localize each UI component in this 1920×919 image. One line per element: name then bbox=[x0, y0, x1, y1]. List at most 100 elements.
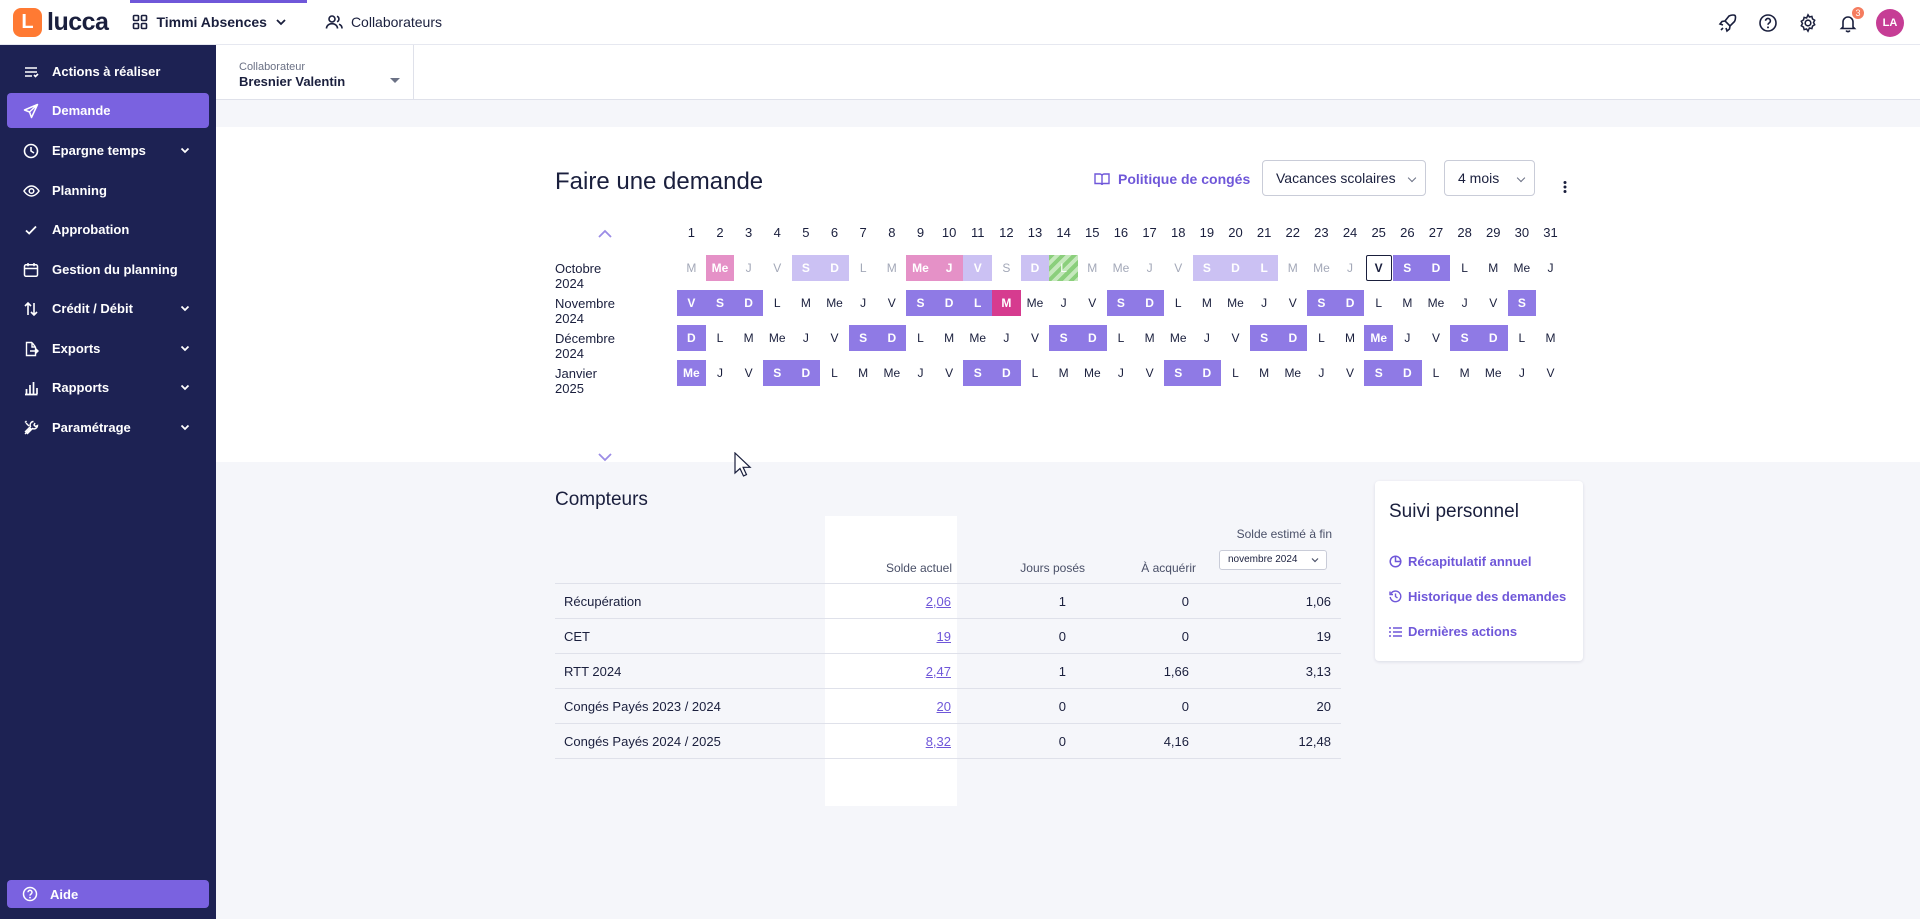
solde-actuel-link[interactable]: 2,06 bbox=[925, 594, 951, 609]
calendar-day-cell[interactable]: L bbox=[1049, 255, 1078, 281]
calendar-day-cell[interactable]: J bbox=[745, 261, 752, 275]
calendar-day-cell[interactable]: L bbox=[831, 366, 838, 380]
calendar-day-cell[interactable]: D bbox=[992, 360, 1021, 386]
collaborator-select[interactable]: Collaborateur Bresnier Valentin bbox=[216, 45, 414, 100]
calendar-day-cell[interactable]: M bbox=[858, 366, 869, 380]
calendar-day-cell[interactable]: V bbox=[963, 255, 993, 281]
calendar-day-cell[interactable]: S bbox=[791, 255, 821, 281]
calendar-day-cell[interactable]: S bbox=[762, 360, 792, 386]
historique-link[interactable]: Historique des demandes bbox=[1389, 589, 1566, 604]
calendar-day-cell[interactable]: L bbox=[1318, 331, 1325, 345]
calendar-day-cell[interactable]: L bbox=[1461, 261, 1468, 275]
calendar-day-cell[interactable]: S bbox=[1364, 360, 1394, 386]
calendar-day-cell[interactable]: L bbox=[1249, 255, 1279, 281]
calendar-day-cell[interactable]: J bbox=[1003, 331, 1010, 345]
solde-actuel-link[interactable]: 19 bbox=[936, 629, 951, 644]
calendar-day-cell[interactable]: Me bbox=[1026, 296, 1044, 310]
calendar-day-cell[interactable]: L bbox=[716, 331, 724, 345]
calendar-day-cell[interactable]: L bbox=[1375, 296, 1383, 310]
calendar-day-cell[interactable]: D bbox=[1393, 360, 1422, 386]
calendar-day-cell[interactable]: D bbox=[1478, 325, 1508, 351]
calendar-day-cell[interactable]: Me bbox=[883, 366, 901, 380]
calendar-day-cell[interactable]: Me bbox=[826, 296, 843, 310]
calendar-day-cell[interactable]: L bbox=[1518, 331, 1526, 345]
calendar-day-cell[interactable]: J bbox=[1203, 331, 1210, 345]
calendar-day-cell[interactable]: V bbox=[1346, 366, 1355, 380]
avatar[interactable]: LA bbox=[1876, 9, 1904, 37]
calendar-day-cell[interactable]: Me bbox=[1112, 261, 1130, 275]
calendar-day-cell[interactable]: M bbox=[1459, 366, 1470, 380]
collaborateurs-link[interactable]: Collaborateurs bbox=[325, 14, 442, 30]
calendar-day-cell[interactable]: M bbox=[1287, 261, 1298, 275]
calendar-day-cell[interactable]: S bbox=[1392, 255, 1422, 281]
calendar-day-cell[interactable]: D bbox=[1192, 360, 1222, 386]
calendar-day-cell[interactable]: M bbox=[944, 331, 955, 345]
calendar-day-cell[interactable]: J bbox=[1060, 296, 1067, 310]
dernieres-actions-link[interactable]: Dernières actions bbox=[1389, 624, 1517, 639]
calendar-day-cell[interactable]: V bbox=[945, 366, 954, 380]
calendar-day-cell[interactable]: Me bbox=[1364, 325, 1394, 351]
calendar-day-cell[interactable]: Me bbox=[1313, 261, 1330, 275]
help-icon[interactable] bbox=[1756, 11, 1780, 35]
calendar-day-cell[interactable]: M bbox=[992, 290, 1021, 316]
calendar-day-cell[interactable]: J bbox=[917, 366, 924, 380]
calendar-day-cell[interactable]: J bbox=[1318, 366, 1325, 380]
calendar-day-cell[interactable]: M bbox=[886, 261, 897, 275]
calendar-day-cell[interactable]: S bbox=[906, 290, 935, 316]
calendar-day-cell[interactable]: D bbox=[1077, 325, 1107, 351]
calendar-day-cell[interactable]: S bbox=[1163, 360, 1193, 386]
calendar-day-cell[interactable]: S bbox=[848, 325, 878, 351]
calendar-day-cell[interactable]: D bbox=[791, 360, 821, 386]
calendar-day-cell[interactable]: J bbox=[802, 331, 809, 345]
calendar-day-cell[interactable]: J bbox=[934, 255, 964, 281]
calendar-day-cell[interactable]: L bbox=[1232, 366, 1239, 380]
calendar-day-cell[interactable]: Me bbox=[677, 360, 706, 386]
calendar-day-cell[interactable]: M bbox=[1545, 331, 1556, 345]
calendar-day-cell[interactable]: V bbox=[1088, 296, 1097, 310]
calendar-day-cell[interactable]: D bbox=[877, 325, 907, 351]
calendar-day-cell[interactable]: S bbox=[1249, 325, 1279, 351]
calendar-day-cell[interactable]: Me bbox=[1227, 296, 1244, 310]
calendar-day-cell[interactable]: V bbox=[1031, 331, 1040, 345]
calendar-day-cell[interactable]: V bbox=[1546, 366, 1555, 380]
calendar-day-cell[interactable]: D bbox=[1221, 255, 1250, 281]
calendar-day-cell[interactable]: M bbox=[743, 331, 754, 345]
calendar-day-cell[interactable]: D bbox=[934, 290, 964, 316]
calendar-day-cell[interactable]: M bbox=[800, 296, 811, 310]
gear-icon[interactable] bbox=[1796, 11, 1820, 35]
policy-link[interactable]: Politique de congés bbox=[1094, 171, 1250, 187]
calendar-day-cell[interactable]: S bbox=[1049, 325, 1078, 351]
calendar-day-cell[interactable]: J bbox=[716, 366, 723, 380]
calendar-day-cell[interactable]: S bbox=[1507, 290, 1537, 316]
sidebar-item-planning[interactable]: Planning bbox=[7, 173, 209, 208]
calendar-day-cell[interactable]: J bbox=[860, 296, 867, 310]
sidebar-item-approbation[interactable]: Approbation bbox=[7, 212, 209, 247]
calendar-day-cell[interactable]: D bbox=[1020, 255, 1050, 281]
calendar-day-cell[interactable]: L bbox=[1432, 366, 1440, 380]
calendar-day-cell[interactable]: J bbox=[1347, 261, 1354, 275]
calendar-day-cell[interactable]: D bbox=[734, 290, 763, 316]
calendar-day-cell[interactable]: D bbox=[1135, 290, 1164, 316]
calendar-day-cell[interactable]: L bbox=[963, 290, 993, 316]
calendar-day-cell[interactable]: J bbox=[1146, 261, 1153, 275]
calendar-day-cell[interactable]: S bbox=[963, 360, 993, 386]
calendar-day-cell[interactable]: D bbox=[1421, 255, 1451, 281]
calendar-day-cell[interactable]: J bbox=[1117, 366, 1124, 380]
calendar-day-cell[interactable]: V bbox=[1174, 261, 1183, 275]
more-options-icon[interactable] bbox=[1555, 172, 1575, 202]
sidebar-item-exports[interactable]: Exports bbox=[7, 331, 209, 366]
calendar-day-cell[interactable]: L bbox=[1117, 331, 1125, 345]
bell-icon[interactable]: 3 bbox=[1836, 7, 1864, 35]
solde-actuel-link[interactable]: 8,32 bbox=[925, 734, 951, 749]
calendar-day-cell[interactable]: D bbox=[1335, 290, 1365, 316]
calendar-day-cell[interactable]: M bbox=[686, 261, 697, 275]
calendar-day-cell[interactable]: Me bbox=[1484, 366, 1502, 380]
calendar-day-cell[interactable]: L bbox=[859, 261, 867, 275]
calendar-day-cell[interactable]: V bbox=[773, 261, 782, 275]
calendar-day-cell[interactable]: L bbox=[1031, 366, 1039, 380]
sidebar-item-parametrage[interactable]: Paramétrage bbox=[7, 410, 209, 445]
calendar-day-cell[interactable]: L bbox=[1174, 296, 1182, 310]
calendar-day-cell[interactable]: Me bbox=[1427, 296, 1445, 310]
calendar-day-cell[interactable]: Me bbox=[768, 331, 786, 345]
chevron-down-icon[interactable] bbox=[595, 447, 615, 467]
